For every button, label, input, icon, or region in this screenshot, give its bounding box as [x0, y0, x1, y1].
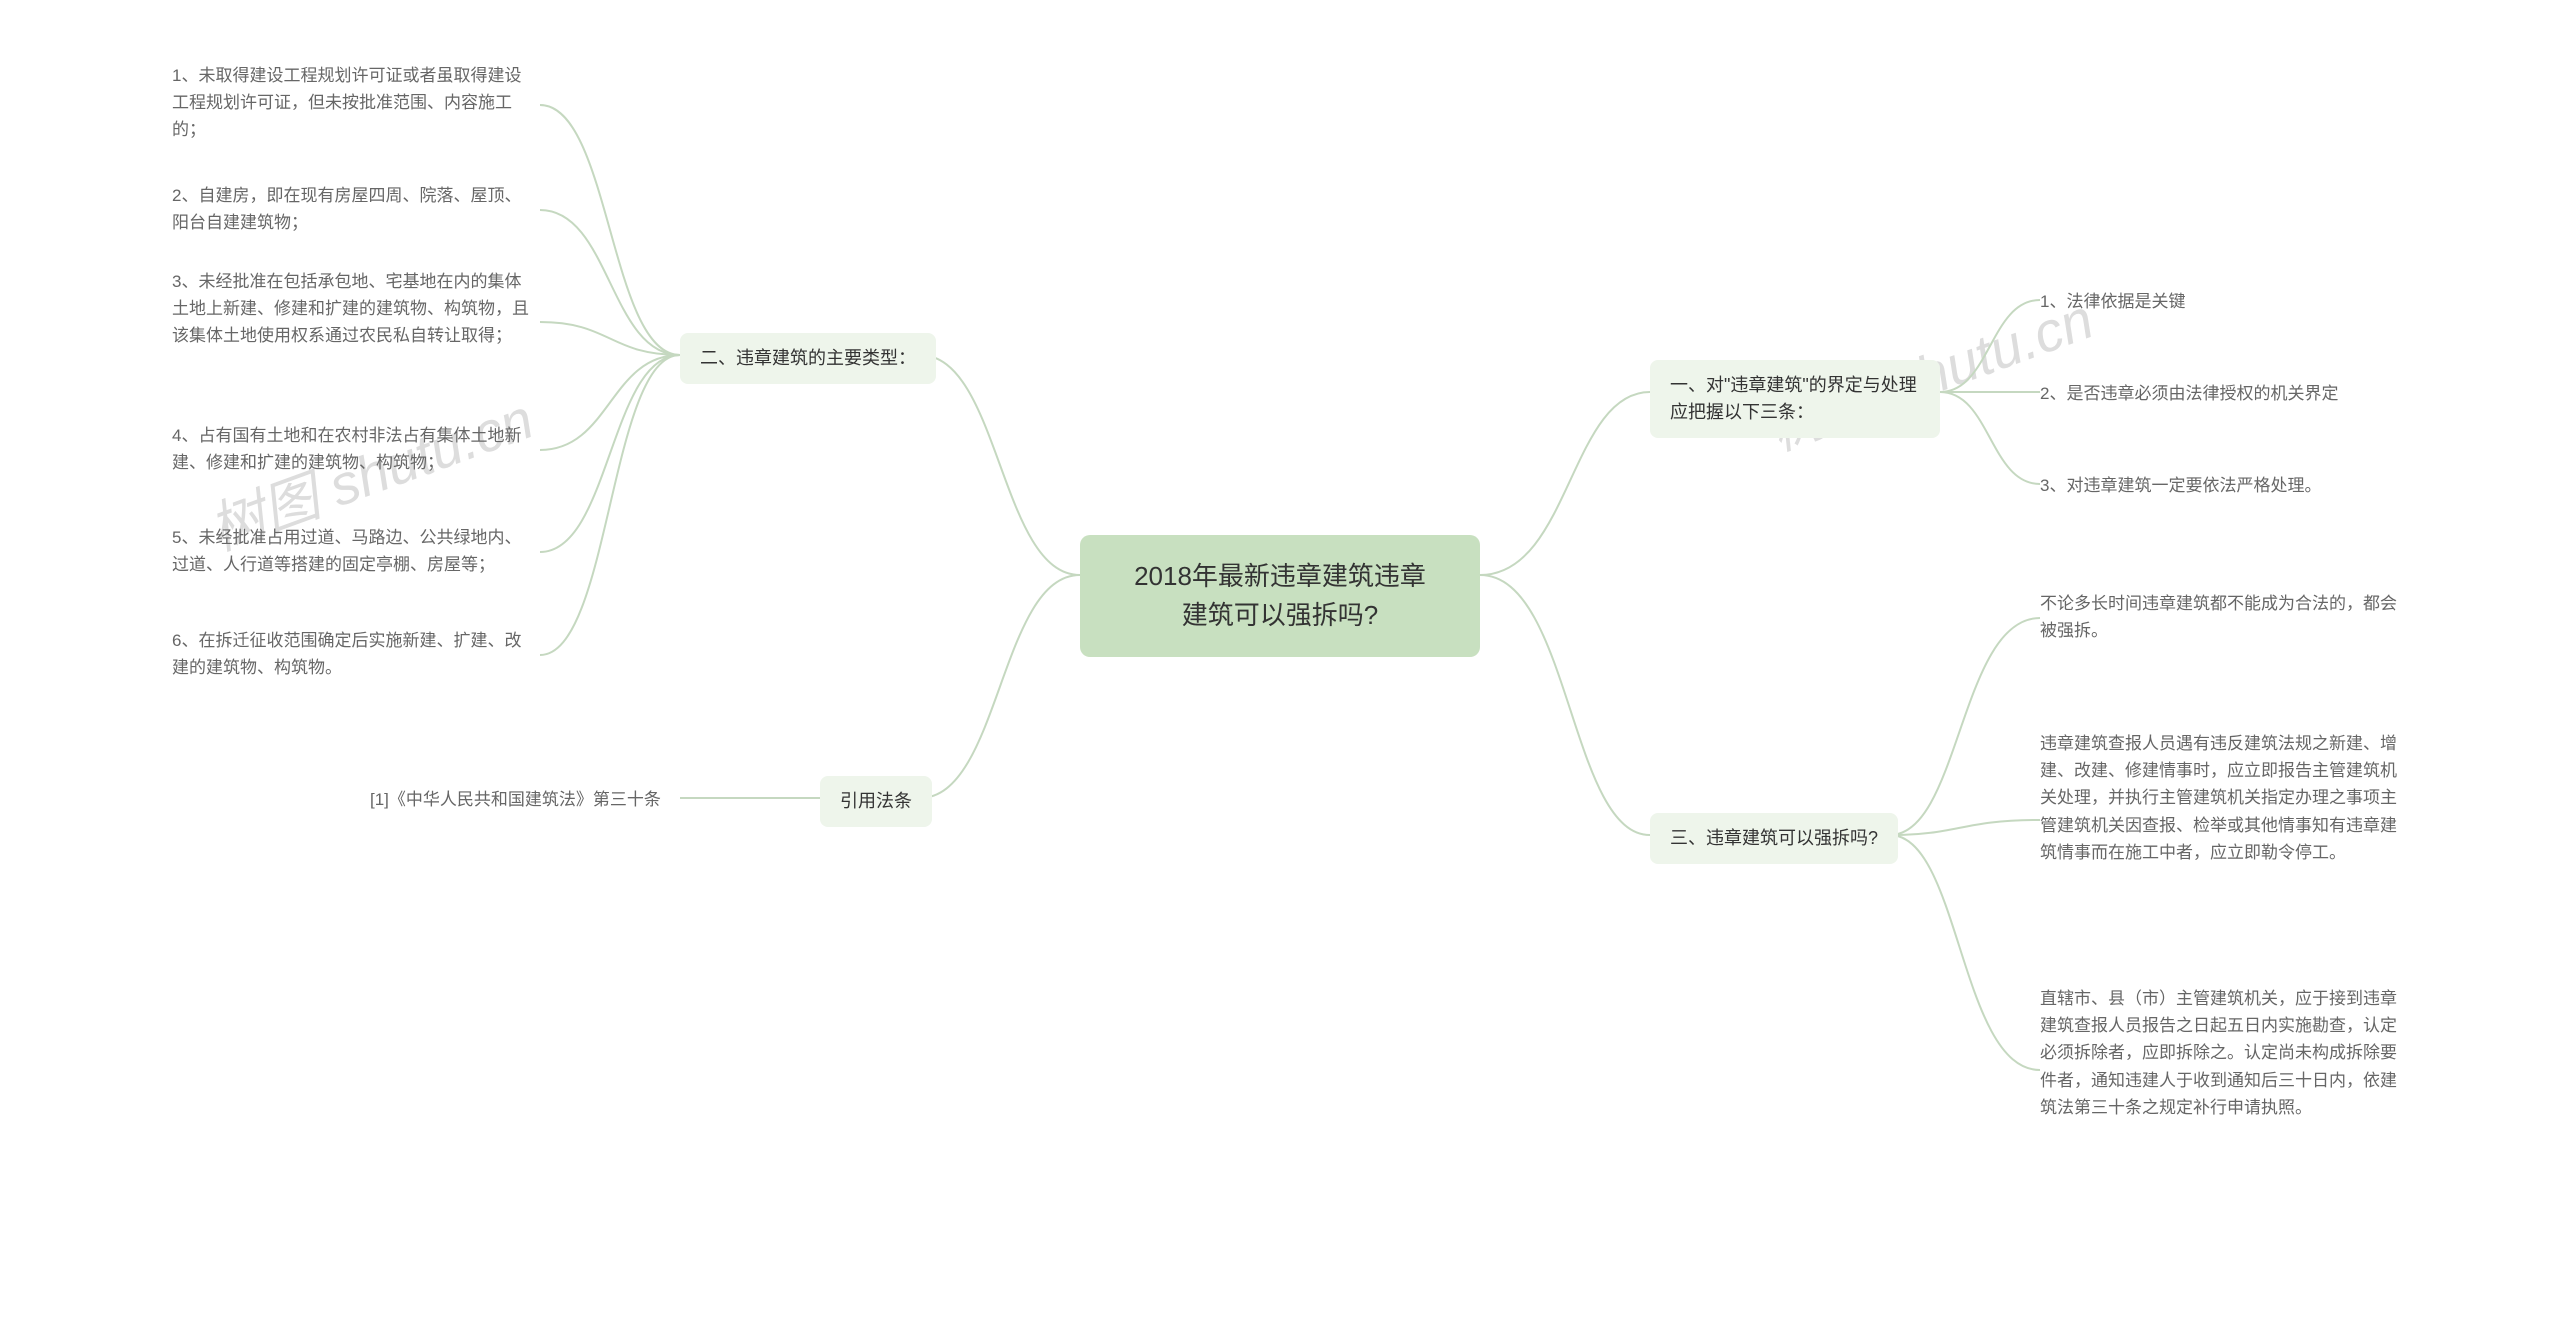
leaf-dem-1: 不论多长时间违章建筑都不能成为合法的，都会被强拆。: [2040, 590, 2400, 644]
leaf-type-4: 4、占有国有土地和在农村非法占有集体土地新建、修建和扩建的建筑物、构筑物；: [172, 422, 532, 476]
leaf-def-2: 2、是否违章必须由法律授权的机关界定: [2040, 380, 2338, 407]
branch-types: 二、违章建筑的主要类型：: [680, 333, 936, 384]
branch-demolish: 三、违章建筑可以强拆吗?: [1650, 813, 1898, 864]
leaf-type-2: 2、自建房，即在现有房屋四周、院落、屋顶、阳台自建建筑物；: [172, 182, 532, 236]
root-line1: 2018年最新违章建筑违章: [1134, 561, 1426, 591]
leaf-type-5: 5、未经批准占用过道、马路边、公共绿地内、过道、人行道等搭建的固定亭棚、房屋等；: [172, 524, 532, 578]
mindmap-container: 树图 shutu.cn 树图 shutu.cn 2018年最新违章建筑违章 建筑…: [0, 0, 2560, 1339]
root-line2: 建筑可以强拆吗?: [1182, 600, 1378, 630]
leaf-dem-2: 违章建筑查报人员遇有违反建筑法规之新建、增建、改建、修建情事时，应立即报告主管建…: [2040, 730, 2400, 866]
leaf-def-1: 1、法律依据是关键: [2040, 288, 2185, 315]
leaf-law-1: [1]《中华人民共和国建筑法》第三十条: [370, 786, 661, 813]
leaf-type-1: 1、未取得建设工程规划许可证或者虽取得建设工程规划许可证，但未按批准范围、内容施…: [172, 62, 532, 144]
leaf-type-6: 6、在拆迁征收范围确定后实施新建、扩建、改建的建筑物、构筑物。: [172, 627, 532, 681]
leaf-def-3: 3、对违章建筑一定要依法严格处理。: [2040, 472, 2321, 499]
branch-law: 引用法条: [820, 776, 932, 827]
branch-definition: 一、对"违章建筑"的界定与处理应把握以下三条：: [1650, 360, 1940, 438]
root-node: 2018年最新违章建筑违章 建筑可以强拆吗?: [1080, 535, 1480, 657]
leaf-type-3: 3、未经批准在包括承包地、宅基地在内的集体土地上新建、修建和扩建的建筑物、构筑物…: [172, 268, 532, 350]
leaf-dem-3: 直辖市、县（市）主管建筑机关，应于接到违章建筑查报人员报告之日起五日内实施勘查，…: [2040, 985, 2400, 1121]
